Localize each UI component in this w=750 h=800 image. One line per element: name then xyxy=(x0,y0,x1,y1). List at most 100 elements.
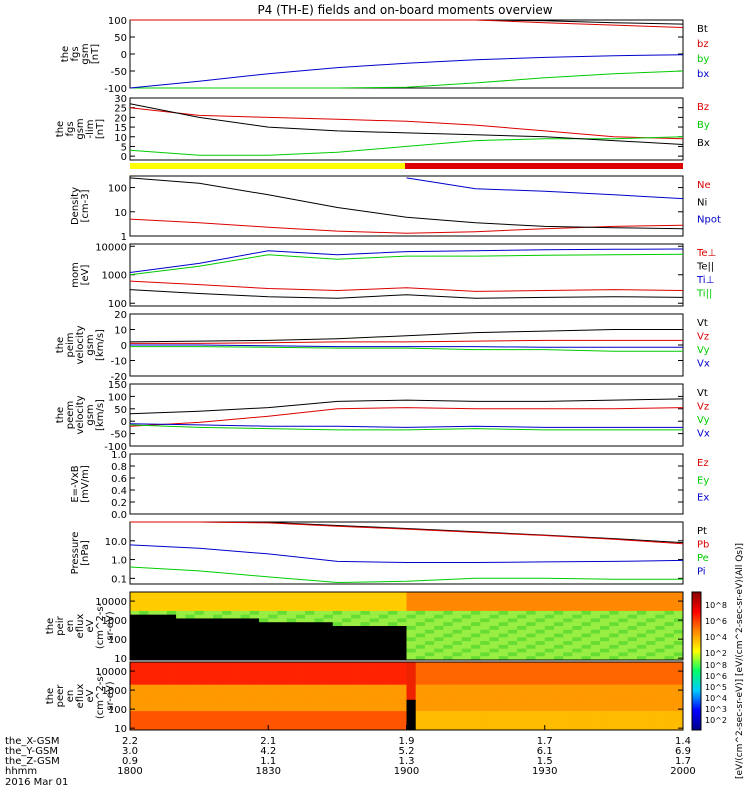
peer_eflux-cell xyxy=(268,684,278,689)
peer_eflux-cell xyxy=(563,722,573,727)
peir_eflux-cell xyxy=(664,633,675,638)
peir_eflux-cell xyxy=(166,629,177,635)
peir_eflux-cell xyxy=(627,607,638,612)
peer_eflux-cell xyxy=(212,699,223,705)
peir_eflux-cell xyxy=(351,644,361,650)
peer_eflux-cell xyxy=(452,662,463,667)
peer_eflux-cell xyxy=(212,722,223,727)
peir_eflux-cell xyxy=(295,618,306,623)
peir_eflux-cell xyxy=(673,633,684,638)
peir_eflux-cell xyxy=(461,603,472,608)
peir_eflux-cell xyxy=(378,637,389,642)
peer_eflux-cell xyxy=(240,714,251,720)
peer_eflux-cell xyxy=(286,707,297,712)
peer_eflux-cell xyxy=(415,722,426,727)
peir_eflux-ylabel-line: peir xyxy=(55,615,66,635)
peer_eflux-cell xyxy=(489,680,500,686)
peer_eflux-cell xyxy=(553,707,564,712)
peer_eflux-cell xyxy=(305,707,315,712)
peir_eflux-cell xyxy=(590,595,601,601)
peer_eflux-cell xyxy=(517,669,527,674)
peir_eflux-cell xyxy=(268,603,278,608)
peer_eflux-cell xyxy=(157,718,168,723)
peir_eflux-cell xyxy=(655,592,666,597)
peir_eflux-cell xyxy=(489,603,500,608)
peir_eflux-cell xyxy=(572,603,583,608)
peer_eflux-cell xyxy=(332,711,343,716)
peer_eflux-cell xyxy=(507,703,518,708)
peer_eflux-cell xyxy=(286,684,297,689)
peir_eflux-cell xyxy=(194,641,205,646)
peir_eflux-cell xyxy=(268,614,278,619)
peer_eflux-cell xyxy=(157,673,168,678)
peir_eflux-cell xyxy=(415,595,426,601)
peir_eflux-cell xyxy=(323,648,334,653)
peir_eflux-cell xyxy=(544,607,555,612)
peer_eflux-cell xyxy=(148,726,159,731)
peer_eflux-cell xyxy=(600,688,610,693)
peer_eflux-cell xyxy=(480,707,490,712)
peir_eflux-cell xyxy=(305,595,315,601)
peer_eflux-cell xyxy=(222,699,232,705)
peir_eflux-cell xyxy=(332,622,343,627)
peir_eflux-cell xyxy=(452,637,463,642)
peir_eflux-cell xyxy=(461,618,472,623)
peem_velocity-ylabel-line: [km/s] xyxy=(95,399,106,431)
peir_eflux-cell xyxy=(332,618,343,623)
peir_eflux-cell xyxy=(646,633,656,638)
peir_eflux-cell xyxy=(572,648,583,653)
peir_eflux-cell xyxy=(406,599,417,604)
peir_eflux-cell xyxy=(563,592,573,597)
peer_eflux-cell xyxy=(600,699,610,705)
peir_eflux-cell xyxy=(443,637,454,642)
peer_eflux-cell xyxy=(673,669,684,674)
peir_eflux-cell xyxy=(212,626,223,631)
peer_eflux-cell xyxy=(406,696,417,701)
peer_eflux-cell xyxy=(268,722,278,727)
peer_eflux-cell xyxy=(397,680,407,686)
peer_eflux-cell xyxy=(378,665,389,671)
peir_eflux-cell xyxy=(544,592,555,597)
peer_eflux-cell xyxy=(572,703,583,708)
peir_eflux-cell xyxy=(581,599,592,604)
peer_eflux-cell xyxy=(526,662,537,667)
peer_eflux-cell xyxy=(489,718,500,723)
peir_eflux-cell xyxy=(609,656,619,661)
peir_eflux-cell xyxy=(203,648,214,653)
peim_velocity-ytick-label: 20 xyxy=(114,310,127,321)
mom-ylabel-line: mom xyxy=(70,262,81,288)
peir_eflux-cell xyxy=(360,626,371,631)
peir_eflux-cell xyxy=(360,614,371,619)
peir_eflux-cell xyxy=(498,607,509,612)
peir_eflux-cell xyxy=(323,652,334,657)
peer_eflux-cell xyxy=(130,699,140,705)
peir_eflux-cell xyxy=(434,610,444,616)
peem_velocity-frame xyxy=(129,383,684,447)
peer_eflux-cell xyxy=(655,711,666,716)
peir_eflux-cell xyxy=(572,637,583,642)
peer_eflux-cell xyxy=(471,711,481,716)
peer_eflux-cell xyxy=(305,688,315,693)
peem_velocity-ylabel: the peem velocity gsm [km/s] xyxy=(55,395,106,434)
peir_eflux-cell xyxy=(673,648,684,653)
peir_eflux-cell xyxy=(397,629,407,635)
peer_eflux-cell xyxy=(636,699,647,705)
fgs_gsm-ylabel-line: [nT] xyxy=(90,44,101,64)
peer_eflux-cell xyxy=(212,665,223,671)
peir_eflux-cell xyxy=(434,637,444,642)
peer_eflux-cell xyxy=(139,726,149,731)
peer_eflux-cell xyxy=(498,665,509,671)
peer_eflux-cell xyxy=(572,714,583,720)
peer_eflux-cell xyxy=(517,714,527,720)
peer_eflux-cell xyxy=(148,718,159,723)
peir_eflux-cell xyxy=(517,595,527,601)
peir_eflux-cell xyxy=(563,641,573,646)
peir_eflux-cell xyxy=(148,648,159,653)
peer_eflux-cell xyxy=(314,680,325,686)
peer_eflux-cell xyxy=(507,726,518,731)
peir_eflux-cell xyxy=(351,599,361,604)
peir_eflux-cell xyxy=(581,648,592,653)
peer_eflux-cell xyxy=(295,669,306,674)
peir_eflux-cell xyxy=(305,614,315,619)
peir_eflux-cell xyxy=(148,644,159,650)
